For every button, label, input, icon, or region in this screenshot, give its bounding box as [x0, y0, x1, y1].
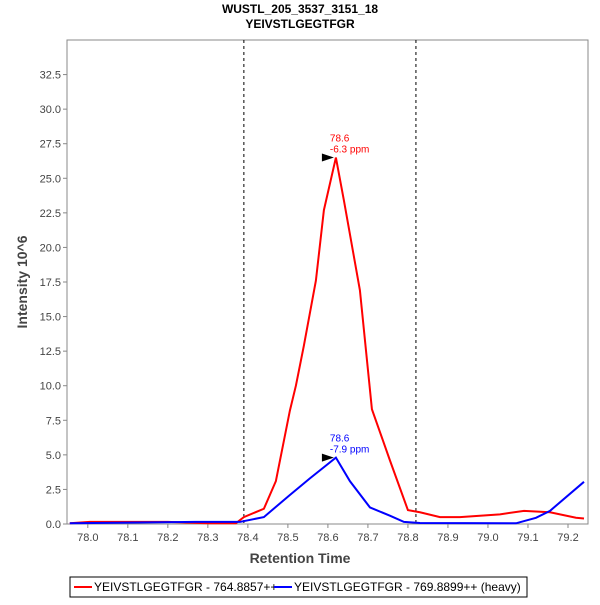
- x-tick-label: 78.7: [357, 532, 378, 544]
- x-tick-label: 78.4: [237, 532, 258, 544]
- legend-label-1: YEIVSTLGEGTFGR - 769.8899++ (heavy): [294, 580, 521, 594]
- peak-arrow-icon: [321, 153, 334, 162]
- y-tick-label: 0.0: [46, 519, 61, 531]
- y-tick-label: 30.0: [40, 104, 61, 116]
- y-tick-label: 27.5: [40, 139, 61, 151]
- peak-annotation-ppm: -6.3 ppm: [330, 145, 369, 156]
- x-axis-label: Retention Time: [250, 550, 351, 566]
- y-tick-label: 22.5: [40, 208, 61, 220]
- legend: [69, 576, 528, 598]
- peak-arrow-icon: [321, 453, 334, 462]
- y-tick-label: 10.0: [40, 381, 61, 393]
- y-tick-label: 7.5: [46, 415, 61, 427]
- x-tick-label: 78.6: [317, 532, 338, 544]
- y-tick-label: 12.5: [40, 346, 61, 358]
- chart-title: WUSTL_205_3537_3151_18: [222, 2, 378, 16]
- x-tick-label: 79.0: [477, 532, 498, 544]
- x-tick-label: 78.1: [117, 532, 138, 544]
- series-line-1: [69, 456, 585, 525]
- x-tick-label: 78.0: [77, 532, 98, 544]
- y-tick-label: 32.5: [40, 70, 61, 82]
- peak-annotation-rt: 78.6: [330, 434, 350, 445]
- peak-annotation-ppm: -7.9 ppm: [330, 445, 369, 456]
- x-tick-label: 78.9: [437, 532, 458, 544]
- y-tick-label: 2.5: [46, 484, 61, 496]
- x-tick-label: 79.2: [557, 532, 578, 544]
- legend-label-0: YEIVSTLGEGTFGR - 764.8857++: [94, 580, 277, 594]
- peak-annotation-rt: 78.6: [330, 134, 350, 145]
- x-tick-label: 78.8: [397, 532, 418, 544]
- x-tick-label: 78.3: [197, 532, 218, 544]
- x-tick-label: 78.5: [277, 532, 298, 544]
- y-tick-label: 17.5: [40, 277, 61, 289]
- y-tick-label: 25.0: [40, 173, 61, 185]
- x-tick-label: 78.2: [157, 532, 178, 544]
- y-tick-label: 5.0: [46, 450, 61, 462]
- y-tick-label: 15.0: [40, 312, 61, 324]
- chart-subtitle: YEIVSTLGEGTFGR: [245, 17, 355, 31]
- x-tick-label: 79.1: [517, 532, 538, 544]
- y-axis-label: Intensity 10^6: [14, 235, 30, 328]
- plot-area: [66, 39, 589, 525]
- y-tick-label: 20.0: [40, 242, 61, 254]
